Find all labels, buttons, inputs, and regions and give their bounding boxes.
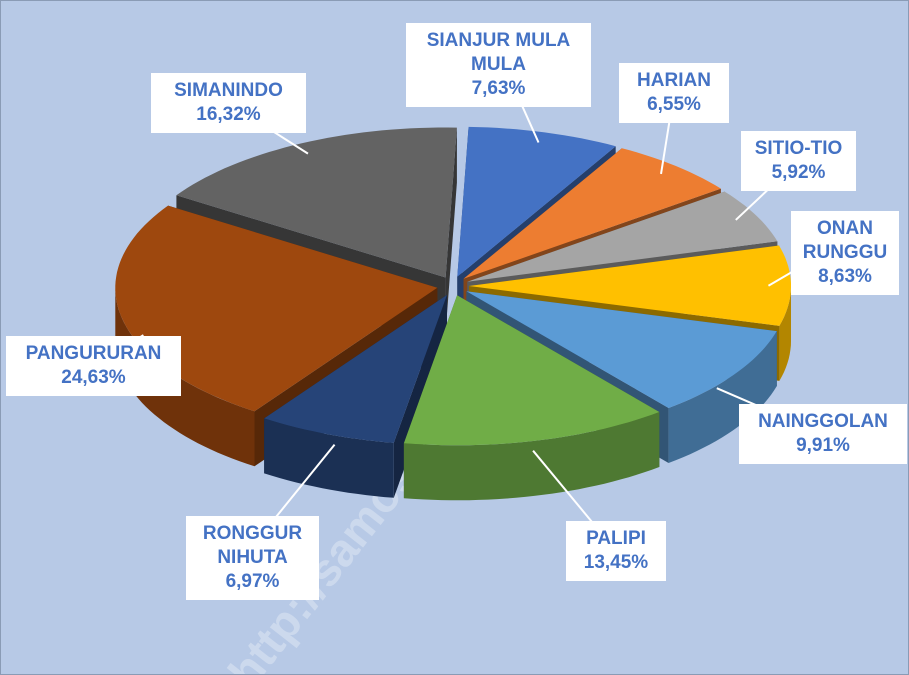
category-label: SIANJUR MULA MULA bbox=[426, 30, 571, 75]
slice-side bbox=[779, 286, 791, 381]
slice bbox=[457, 126, 616, 277]
value-label: 8,63% bbox=[818, 266, 872, 287]
slice bbox=[115, 205, 438, 412]
slice-edge bbox=[445, 127, 457, 333]
data-label: RONGGUR NIHUTA 6,97% bbox=[186, 516, 319, 600]
slice bbox=[463, 148, 721, 279]
slice bbox=[469, 245, 791, 326]
slice-side bbox=[403, 412, 660, 501]
data-label: NAINGGOLAN 9,91% bbox=[739, 404, 907, 464]
slice bbox=[466, 291, 777, 408]
data-label: SIMANINDO 16,32% bbox=[151, 73, 306, 133]
category-label: PANGURURAN bbox=[25, 343, 162, 364]
category-label: ONAN RUNGGU bbox=[802, 218, 888, 263]
category-label: NAINGGOLAN bbox=[758, 411, 888, 432]
category-label: RONGGUR NIHUTA bbox=[202, 523, 303, 568]
slice bbox=[264, 294, 447, 443]
data-label: ONAN RUNGGU 8,63% bbox=[791, 211, 899, 295]
data-label: SIANJUR MULA MULA 7,63% bbox=[406, 23, 591, 107]
category-label: SITIO-TIO bbox=[754, 138, 843, 159]
value-label: 24,63% bbox=[61, 367, 126, 388]
value-label: 9,91% bbox=[796, 435, 850, 456]
data-label: PANGURURAN 24,63% bbox=[6, 336, 181, 396]
category-label: SIMANINDO bbox=[174, 80, 283, 101]
slice-side bbox=[264, 418, 394, 498]
value-label: 7,63% bbox=[471, 78, 526, 99]
value-label: 13,45% bbox=[583, 552, 649, 573]
slice bbox=[176, 127, 457, 278]
value-label: 6,97% bbox=[225, 571, 280, 592]
value-label: 6,55% bbox=[647, 94, 701, 115]
category-label: HARIAN bbox=[637, 70, 711, 91]
data-label: SITIO-TIO 5,92% bbox=[741, 131, 856, 191]
value-label: 16,32% bbox=[196, 104, 261, 125]
slice bbox=[403, 295, 660, 446]
category-label: PALIPI bbox=[586, 528, 646, 549]
data-label: PALIPI 13,45% bbox=[566, 521, 666, 581]
slice-side bbox=[115, 287, 255, 467]
slice bbox=[467, 191, 778, 282]
slice-side bbox=[668, 331, 777, 463]
pie bbox=[115, 126, 791, 501]
data-label: HARIAN 6,55% bbox=[619, 63, 729, 123]
value-label: 5,92% bbox=[771, 162, 826, 183]
